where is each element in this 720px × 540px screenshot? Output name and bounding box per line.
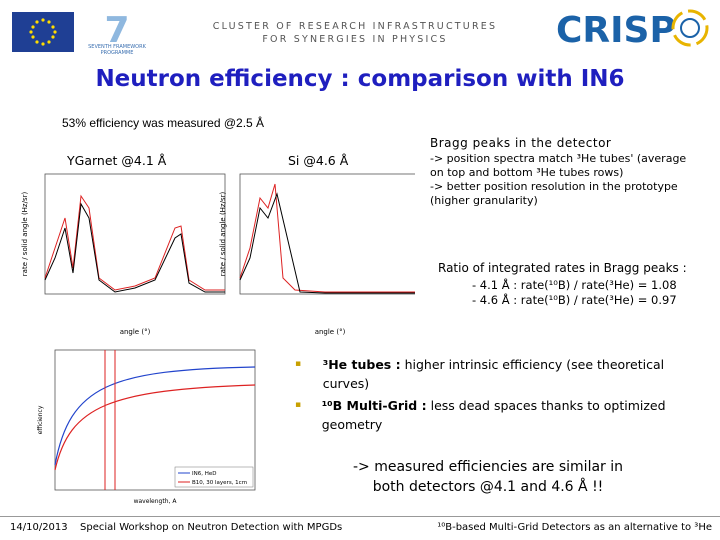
- plot-frame: [44, 173, 415, 295]
- y-axis-label: efficiency: [37, 405, 44, 434]
- legend-label: B10, 30 layers, 1cm: [192, 480, 247, 486]
- bullet-text: higher intrinsic efficiency (see theoret…: [322, 357, 665, 391]
- x-axis-label: angle (°): [315, 328, 346, 336]
- conclusion-line: -> measured efficiencies are similar in: [352, 459, 624, 475]
- conclusion-line: both detectors @4.1 and 4.6 Å !!: [372, 479, 604, 495]
- y-axis-label: rate / solid angle (Hz/sr): [219, 192, 227, 277]
- curve-blue: [54, 366, 256, 466]
- fp7-text: SEVENTH FRAMEWORK PROGRAMME: [88, 44, 146, 56]
- bullets: ▪ ³He tubes : higher intrinsic efficiency…: [295, 355, 685, 434]
- bragg-text: -> position spectra match ³He tubes' (av…: [430, 152, 686, 208]
- plot-label: YGarnet @4.1 Å: [67, 153, 167, 168]
- bragg-heading: Bragg peaks in the detector: [430, 136, 612, 150]
- efficiency-plot: IN6, HeD B10, 30 layers, 1cm wavelength,…: [37, 349, 256, 505]
- x-axis-label: wavelength, A: [134, 498, 178, 505]
- y-axis-label: rate / solid angle (Hz/sr): [21, 192, 29, 277]
- ratio-text: - 4.1 Å : rate(¹⁰B) / rate(³He) = 1.08 -…: [472, 278, 677, 308]
- bragg-line: (higher granularity): [430, 194, 538, 207]
- bragg-line: -> better position resolution in the pro…: [430, 180, 678, 193]
- ratio-line: - 4.6 Å : rate(¹⁰B) / rate(³He) = 0.97: [472, 293, 677, 307]
- bragg-line: -> position spectra match ³He tubes' (av…: [430, 152, 687, 165]
- banner-line: FOR SYNERGIES IN PHYSICS: [262, 34, 448, 45]
- footer-right: ¹⁰B-based Multi-Grid Detectors as an alt…: [437, 522, 712, 533]
- legend-label: IN6, HeD: [192, 471, 217, 477]
- plot-label: Si @4.6 Å: [288, 153, 349, 168]
- crisp-swirl: [671, 9, 709, 47]
- bullet: ▪ ³He tubes : higher intrinsic efficiency…: [295, 357, 665, 391]
- bullet-text: less dead spaces thanks to optimized geo…: [321, 398, 666, 432]
- curve-red: [239, 183, 415, 293]
- bragg-line: on top and bottom ³He tubes rows): [430, 166, 624, 179]
- conclusion: -> measured efficiencies are similar in …: [318, 457, 658, 497]
- bullet-lead: ³He tubes :: [322, 357, 401, 372]
- legend: [174, 466, 254, 488]
- footer-rule: [0, 516, 720, 540]
- title: Neutron efficiency : comparison with IN6: [95, 66, 625, 92]
- banner: CLUSTER OF RESEARCH INFRASTRUCTURES FOR …: [190, 20, 520, 46]
- bullet-lead: ¹⁰B Multi-Grid :: [321, 398, 427, 413]
- banner-line: CLUSTER OF RESEARCH INFRASTRUCTURES: [212, 21, 498, 32]
- footer-date: 14/10/2013: [10, 522, 68, 533]
- spectra-plots: angle (°) angle (°) rate / solid angle (…: [21, 173, 415, 336]
- footer-event: Special Workshop on Neutron Detection wi…: [80, 522, 343, 533]
- plot-frame: [54, 349, 256, 491]
- eu-flag: [12, 12, 74, 52]
- curve-black: [44, 202, 225, 293]
- ratio-line: - 4.1 Å : rate(¹⁰B) / rate(³He) = 1.08: [472, 278, 677, 292]
- ratio-heading: Ratio of integrated rates in Bragg peaks…: [438, 261, 687, 275]
- curve-black: [239, 192, 415, 294]
- x-axis-label: angle (°): [120, 328, 151, 336]
- measured: 53% efficiency was measured @2.5 Å: [62, 116, 265, 130]
- fp7-logo: 7: [104, 10, 129, 51]
- crisp-logo: CRISP: [556, 10, 676, 51]
- bullet: ▪ ¹⁰B Multi-Grid : less dead spaces thank…: [295, 398, 666, 432]
- curve-red: [44, 194, 225, 291]
- curve-red: [54, 384, 256, 471]
- svg-text:7: 7: [104, 10, 129, 51]
